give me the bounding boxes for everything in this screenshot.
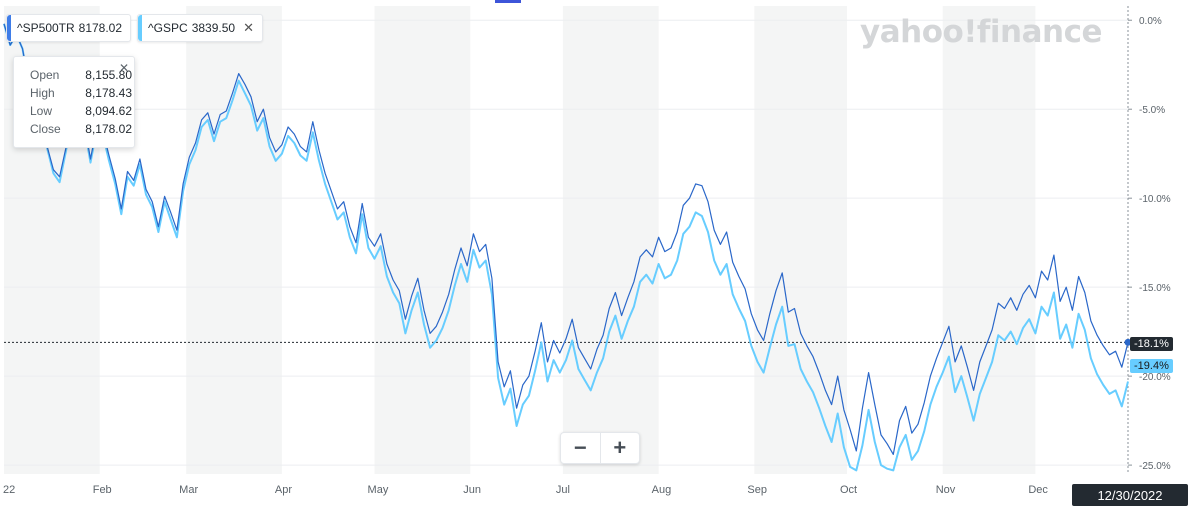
legend-symbol: ^SP500TR — [17, 21, 75, 35]
tooltip-value: 8,178.02 — [85, 122, 132, 136]
series-line-gspc — [3, 23, 1129, 472]
tooltip-close-icon[interactable]: ✕ — [118, 61, 129, 75]
y-tick-label: -5.0% — [1139, 105, 1165, 116]
yahoo-finance-logo: yahoo!finance — [860, 14, 1103, 50]
x-tick-label: Jul — [556, 484, 570, 496]
tooltip-label: Close — [30, 122, 61, 136]
legend-chip-sp500tr[interactable]: ^SP500TR 8178.02 — [6, 14, 132, 42]
crosshair-date-label: 12/30/2022 — [1072, 484, 1188, 506]
y-tick-label: -15.0% — [1139, 283, 1171, 294]
tooltip-label: Low — [30, 104, 53, 118]
remove-comparison-close-icon[interactable]: ✕ — [243, 20, 254, 35]
tooltip-row-high: High 8,178.43 — [30, 86, 132, 100]
sp500tr-value-badge: -18.1% — [1130, 337, 1173, 351]
tooltip-row-close: Close 8,178.02 — [30, 122, 132, 136]
month-band — [186, 6, 282, 474]
legend-value: 8178.02 — [78, 21, 123, 35]
y-tick-label: -20.0% — [1139, 372, 1171, 383]
month-band — [374, 6, 471, 474]
tooltip-label: Open — [30, 68, 60, 82]
tooltip-label: High — [30, 86, 55, 100]
legend-value: 3839.50 — [191, 21, 236, 35]
x-tick-label: May — [368, 484, 389, 496]
current-point-marker — [1124, 338, 1132, 346]
ohlc-tooltip: ✕ Open 8,155.80 High 8,178.43 Low 8,094.… — [13, 56, 135, 148]
legend-chip-gspc[interactable]: ^GSPC 3839.50 ✕ — [137, 14, 263, 42]
x-tick-label: Jun — [463, 484, 481, 496]
legend-symbol: ^GSPC — [148, 21, 188, 35]
month-bands — [4, 6, 1036, 474]
zoom-controls: − + — [560, 432, 640, 464]
month-band — [562, 6, 659, 474]
x-tick-label: 22 — [3, 484, 15, 496]
y-tick-label: 0.0% — [1139, 16, 1162, 27]
x-tick-label: Apr — [275, 484, 292, 496]
tooltip-value: 8,155.80 — [85, 68, 132, 82]
x-tick-label: Mar — [179, 484, 198, 496]
tooltip-row-open: Open 8,155.80 — [30, 68, 132, 82]
range-selector-indicator — [495, 0, 521, 3]
month-band — [942, 6, 1036, 474]
y-tick-label: -10.0% — [1139, 194, 1171, 205]
series-color-swatch — [7, 15, 11, 41]
x-tick-label: Sep — [747, 484, 767, 496]
zoom-in-button[interactable]: + — [613, 435, 627, 460]
x-tick-label: Aug — [652, 484, 672, 496]
zoom-divider — [599, 433, 601, 463]
month-band — [754, 6, 847, 474]
x-tick-label: Feb — [93, 484, 112, 496]
tooltip-value: 8,178.43 — [85, 86, 132, 100]
x-axis-ticks: 22 Feb Mar Apr May Jun Jul Aug Sep Oct Nov Dec — [3, 484, 1048, 496]
series-lines — [3, 23, 1129, 472]
x-tick-label: Nov — [936, 484, 956, 496]
y-tick-label: -25.0% — [1139, 461, 1171, 472]
tooltip-row-low: Low 8,094.62 — [30, 104, 132, 118]
gspc-value-badge: -19.4% — [1130, 359, 1173, 373]
tooltip-value: 8,094.62 — [85, 104, 132, 118]
series-color-swatch — [138, 15, 143, 41]
series-line-sp500tr — [3, 23, 1129, 455]
x-tick-label: Dec — [1028, 484, 1048, 496]
zoom-out-button[interactable]: − — [573, 435, 587, 460]
y-axis-ticks: 0.0% -5.0% -10.0% -15.0% -20.0% -25.0% — [1128, 16, 1171, 472]
legend: ^SP500TR 8178.02 ^GSPC 3839.50 ✕ — [6, 14, 263, 42]
x-tick-label: Oct — [840, 484, 857, 496]
